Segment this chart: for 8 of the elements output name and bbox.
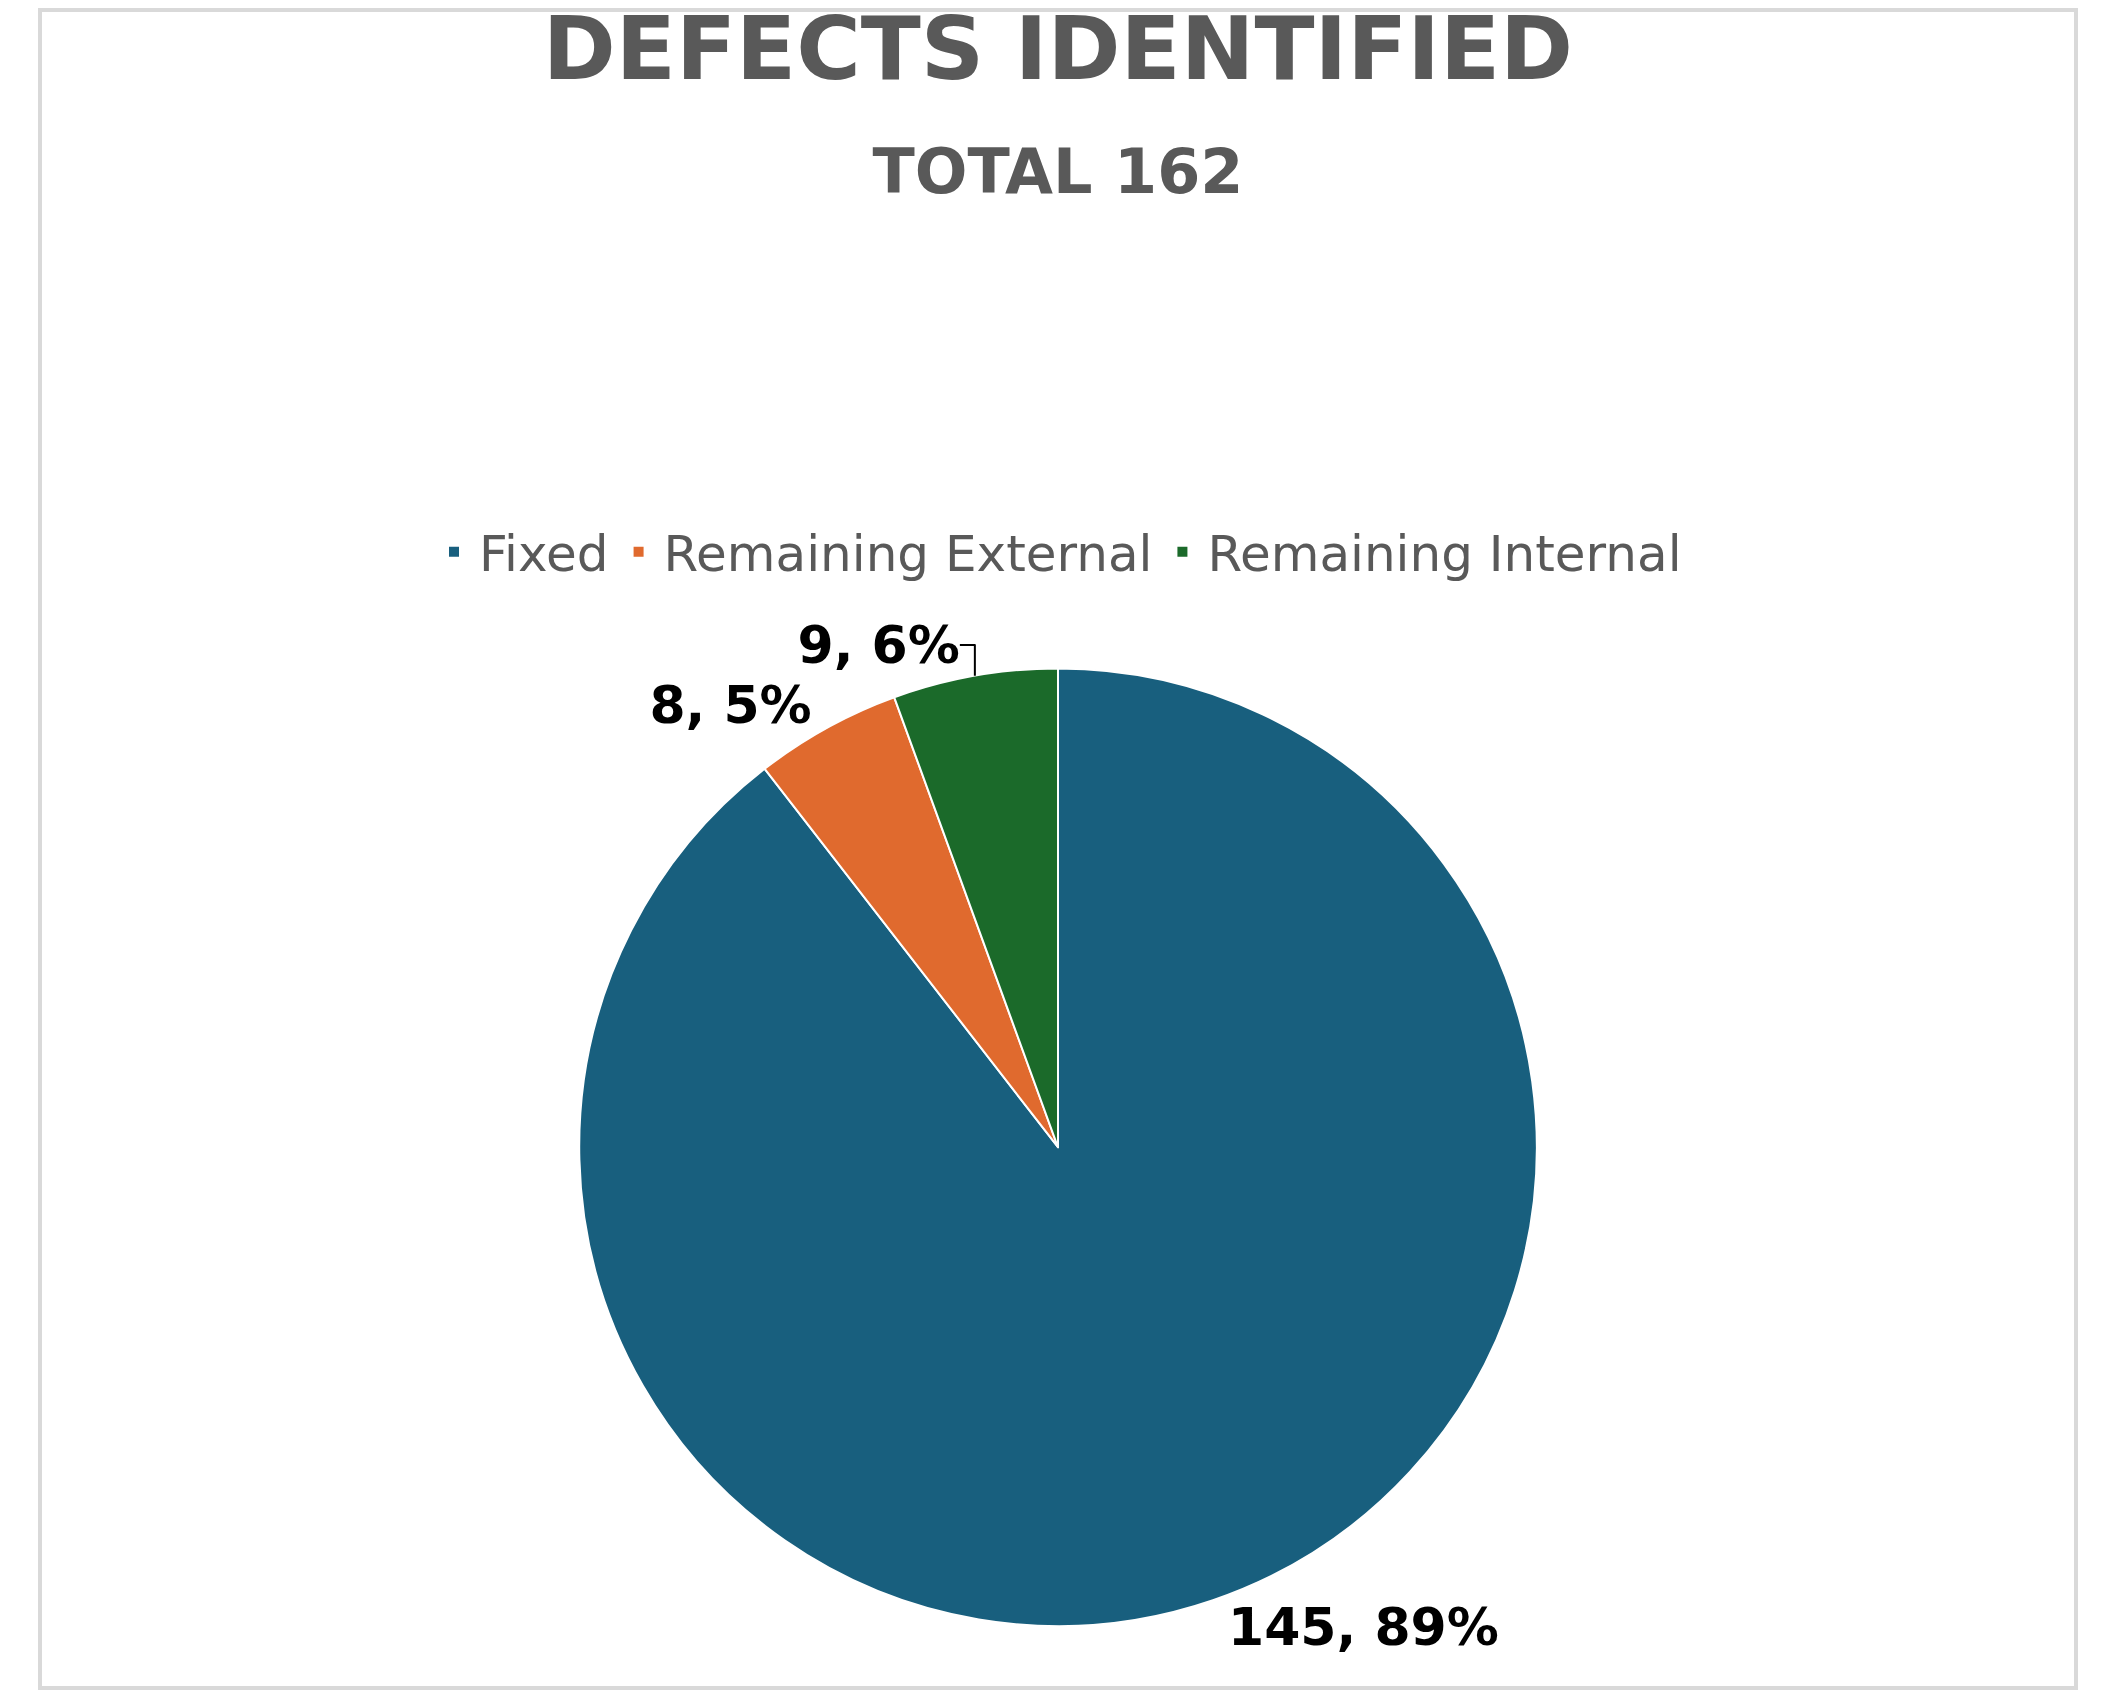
- data-label: 145, 89%: [1228, 1597, 1499, 1658]
- data-label: 8, 5%: [649, 675, 812, 736]
- data-label: 9, 6%: [797, 615, 960, 676]
- chart-subtitle: TOTAL 162: [872, 135, 1244, 209]
- legend-label: Remaining External: [663, 525, 1153, 584]
- chart-title: DEFECTS IDENTIFIED: [542, 0, 1574, 100]
- legend-label: Fixed: [479, 525, 609, 584]
- legend-label: Remaining Internal: [1207, 525, 1682, 584]
